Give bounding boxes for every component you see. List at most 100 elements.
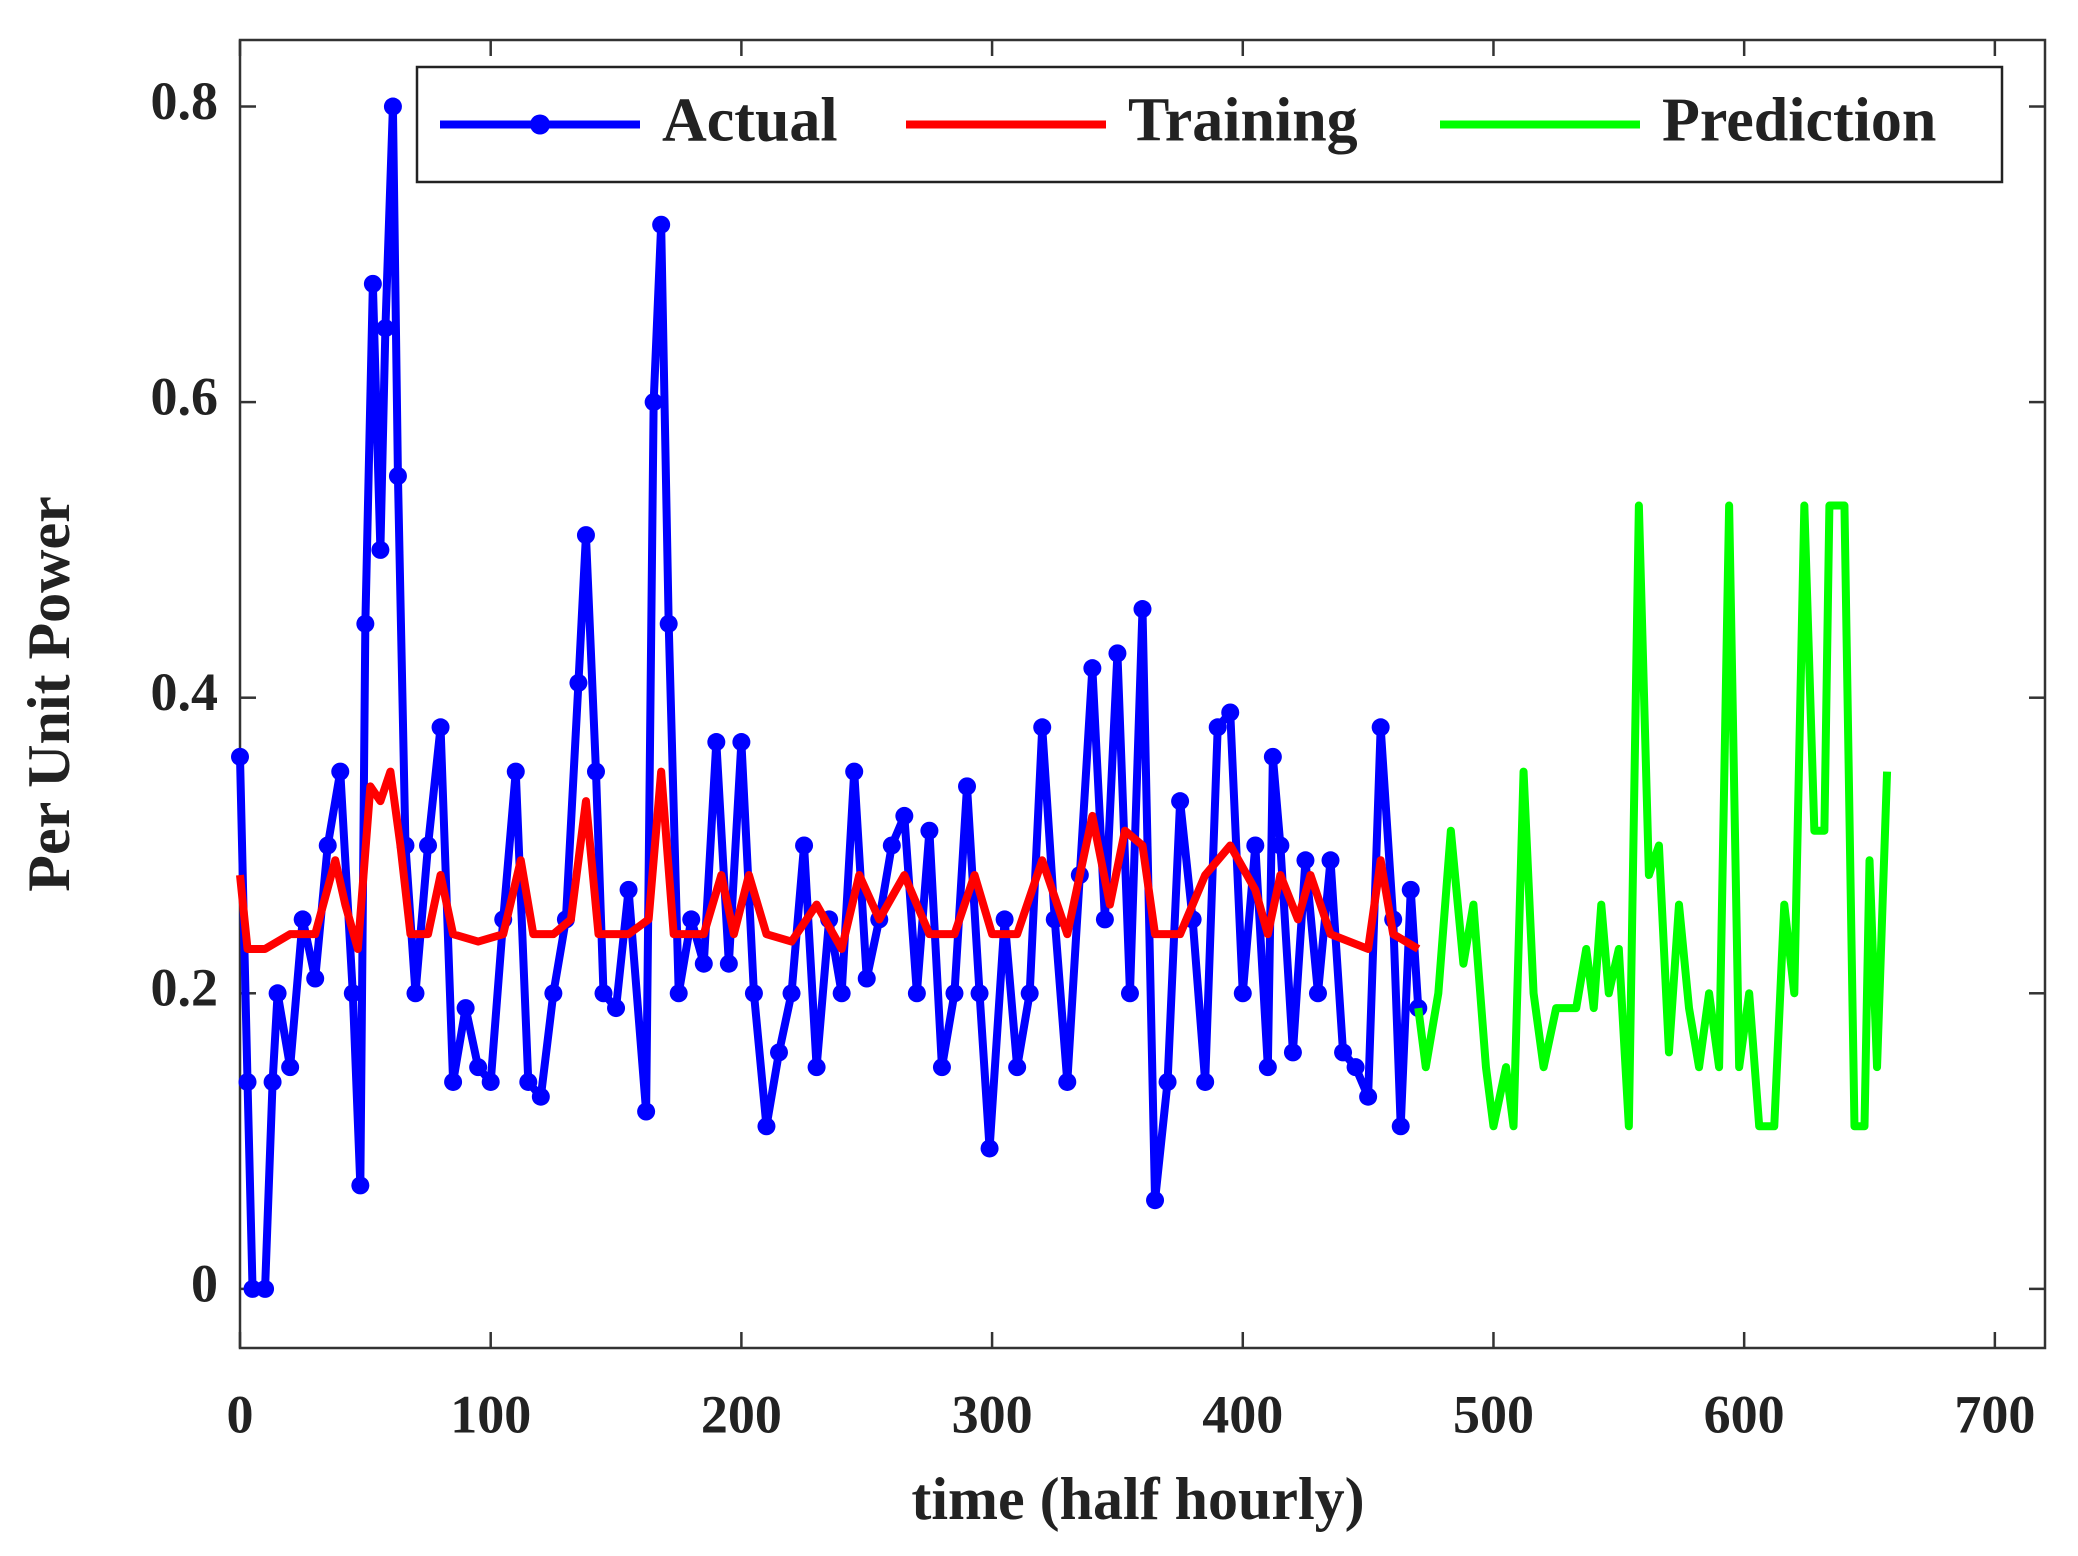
data-point bbox=[795, 836, 814, 855]
data-point bbox=[744, 984, 763, 1003]
data-point bbox=[782, 984, 801, 1003]
data-point bbox=[371, 540, 390, 559]
data-point bbox=[519, 1072, 538, 1091]
data-point bbox=[469, 1058, 488, 1077]
x-tick-label: 600 bbox=[1704, 1384, 1785, 1444]
data-point bbox=[669, 984, 688, 1003]
data-point bbox=[619, 880, 638, 899]
data-point bbox=[383, 97, 402, 116]
data-point bbox=[707, 733, 726, 752]
data-point bbox=[958, 777, 977, 796]
data-point bbox=[1271, 836, 1290, 855]
data-point bbox=[882, 836, 901, 855]
data-point bbox=[920, 821, 939, 840]
data-point bbox=[1296, 851, 1315, 870]
data-point bbox=[1221, 703, 1240, 722]
x-tick-label: 400 bbox=[1202, 1384, 1283, 1444]
x-axis-label: time (half hourly) bbox=[911, 1466, 1364, 1532]
data-point bbox=[481, 1072, 500, 1091]
data-point bbox=[506, 762, 525, 781]
data-point bbox=[1171, 792, 1190, 811]
data-point bbox=[945, 984, 964, 1003]
y-tick-label: 0.2 bbox=[151, 958, 219, 1018]
data-point bbox=[1208, 718, 1227, 737]
data-point bbox=[1371, 718, 1390, 737]
data-point bbox=[586, 762, 605, 781]
x-tick-label: 500 bbox=[1453, 1384, 1534, 1444]
data-point bbox=[281, 1058, 300, 1077]
data-point bbox=[243, 1279, 262, 1298]
data-point bbox=[732, 733, 751, 752]
legend-box bbox=[415, 65, 2004, 184]
data-point bbox=[607, 999, 626, 1018]
data-point bbox=[231, 747, 249, 766]
series-line bbox=[1414, 501, 1892, 1131]
data-point bbox=[719, 954, 738, 973]
data-point bbox=[1263, 747, 1282, 766]
data-point bbox=[1033, 718, 1052, 737]
data-point bbox=[1083, 659, 1102, 678]
data-point bbox=[637, 1102, 656, 1121]
y-tick-label: 0.4 bbox=[151, 662, 219, 722]
data-point bbox=[1146, 1191, 1165, 1210]
data-point bbox=[356, 614, 375, 633]
data-point bbox=[1359, 1087, 1378, 1106]
data-point bbox=[1233, 984, 1252, 1003]
data-point bbox=[256, 1279, 275, 1298]
data-point bbox=[419, 836, 438, 855]
data-point bbox=[682, 910, 701, 929]
x-tick-label: 300 bbox=[952, 1384, 1033, 1444]
legend-label: Prediction bbox=[1662, 87, 1936, 155]
y-tick-label: 0.6 bbox=[151, 366, 219, 426]
data-point bbox=[576, 526, 595, 545]
data-point bbox=[1283, 1043, 1302, 1062]
series-line bbox=[236, 767, 1421, 953]
data-point bbox=[652, 215, 671, 234]
x-tick-label: 200 bbox=[701, 1384, 782, 1444]
data-point bbox=[995, 910, 1014, 929]
data-point bbox=[907, 984, 926, 1003]
data-point bbox=[268, 984, 287, 1003]
data-point bbox=[1008, 1058, 1027, 1077]
data-point bbox=[970, 984, 989, 1003]
data-point bbox=[807, 1058, 826, 1077]
data-point bbox=[376, 319, 395, 338]
data-point bbox=[757, 1117, 776, 1136]
data-point bbox=[388, 467, 407, 485]
data-point bbox=[456, 999, 475, 1018]
legend-marker bbox=[530, 114, 550, 135]
x-tick-label: 0 bbox=[227, 1384, 254, 1444]
data-point bbox=[351, 1176, 370, 1195]
data-point bbox=[1020, 984, 1039, 1003]
data-point bbox=[531, 1087, 550, 1106]
x-tick-label: 700 bbox=[1954, 1384, 2035, 1444]
data-point bbox=[1120, 984, 1139, 1003]
data-point bbox=[263, 1072, 282, 1091]
data-point bbox=[1321, 851, 1340, 870]
data-point bbox=[363, 274, 382, 293]
data-point bbox=[857, 969, 876, 988]
data-point bbox=[1308, 984, 1327, 1003]
data-point bbox=[1346, 1058, 1365, 1077]
data-point bbox=[980, 1139, 999, 1158]
y-tick-label: 0 bbox=[191, 1253, 218, 1313]
x-tick-label: 100 bbox=[450, 1384, 531, 1444]
data-point bbox=[1246, 836, 1265, 855]
data-point bbox=[1196, 1072, 1215, 1091]
data-point bbox=[1133, 600, 1152, 619]
data-point bbox=[1258, 1058, 1277, 1077]
data-point bbox=[544, 984, 563, 1003]
data-point bbox=[1095, 910, 1114, 929]
data-point bbox=[694, 954, 713, 973]
legend-label: Training bbox=[1128, 87, 1358, 155]
data-point bbox=[406, 984, 425, 1003]
data-point bbox=[659, 614, 678, 633]
data-point bbox=[644, 393, 663, 412]
data-point bbox=[1108, 644, 1127, 663]
data-point bbox=[293, 910, 312, 929]
data-point bbox=[1391, 1117, 1410, 1136]
data-point bbox=[431, 718, 450, 737]
y-axis-label: Per Unit Power bbox=[16, 496, 82, 891]
data-point bbox=[1158, 1072, 1177, 1091]
